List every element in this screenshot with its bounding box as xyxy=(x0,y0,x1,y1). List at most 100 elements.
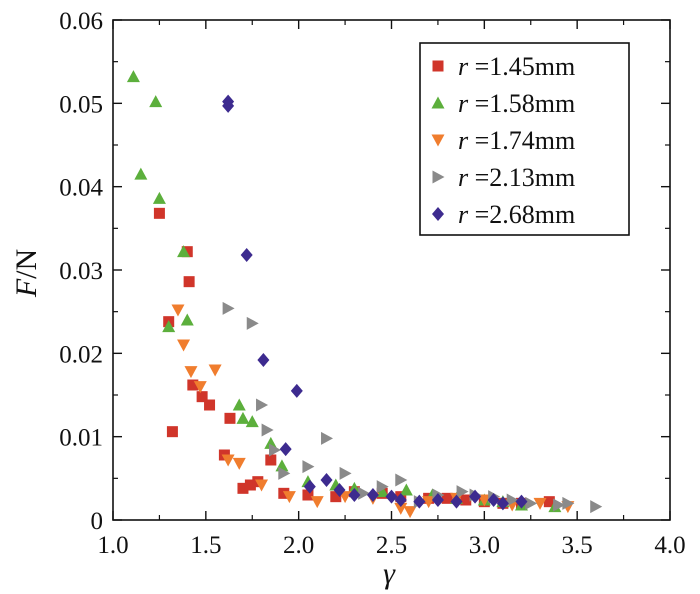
data-point xyxy=(422,496,436,509)
data-point xyxy=(187,379,199,391)
data-point xyxy=(456,485,469,499)
x-tick-label: 4.0 xyxy=(654,532,685,559)
data-point xyxy=(171,304,185,317)
legend-marker xyxy=(432,60,444,72)
data-point xyxy=(506,493,519,507)
data-point xyxy=(126,70,140,83)
data-point xyxy=(245,415,259,428)
x-axis: 1.0 1.5 2.0 2.5 3.0 3.5 4.0 xyxy=(97,20,686,559)
data-point xyxy=(222,98,235,113)
data-point xyxy=(399,483,413,496)
data-point xyxy=(221,454,235,467)
data-point xyxy=(257,353,270,367)
data-point xyxy=(153,207,165,219)
data-point xyxy=(533,497,547,510)
data-point xyxy=(394,502,408,515)
data-point xyxy=(320,473,333,487)
data-point xyxy=(224,412,236,424)
data-point xyxy=(152,191,166,204)
data-point xyxy=(487,493,500,507)
legend-entry: r =1.58mm xyxy=(458,89,575,118)
data-point xyxy=(394,493,407,507)
data-point xyxy=(496,496,509,511)
data-point xyxy=(469,489,482,504)
data-point xyxy=(366,488,379,502)
data-point xyxy=(134,167,148,180)
data-point xyxy=(302,460,315,474)
y-tick-label: 0 xyxy=(91,508,104,535)
y-tick-label: 0.04 xyxy=(59,175,103,202)
data-point xyxy=(278,466,291,480)
data-point xyxy=(208,364,222,377)
y-tick-label: 0.01 xyxy=(59,425,103,452)
legend-marker xyxy=(432,170,445,184)
data-point xyxy=(339,466,352,480)
data-point xyxy=(166,426,178,438)
data-point xyxy=(261,423,274,437)
data-point xyxy=(302,489,314,501)
data-point xyxy=(330,491,342,503)
data-point xyxy=(181,246,193,258)
x-tick-label: 1.0 xyxy=(97,532,128,559)
data-point xyxy=(525,496,538,510)
series-5 xyxy=(222,94,528,511)
data-point xyxy=(395,473,408,487)
y-tick-label: 0.05 xyxy=(59,91,103,118)
data-point xyxy=(183,276,195,288)
data-point xyxy=(184,366,198,379)
series-3 xyxy=(171,304,575,519)
data-point xyxy=(162,320,176,333)
data-point xyxy=(450,494,463,509)
data-point xyxy=(348,488,361,502)
data-point xyxy=(282,491,296,504)
data-point xyxy=(290,383,303,398)
legend-marker xyxy=(432,207,444,221)
data-point xyxy=(255,479,269,492)
y-axis-unit: /N xyxy=(10,249,43,279)
legend-marker xyxy=(431,96,445,109)
series-1 xyxy=(153,207,555,509)
y-axis-variable: F xyxy=(10,278,43,298)
legend-box xyxy=(419,42,630,236)
data-point xyxy=(441,492,453,504)
series-4 xyxy=(222,301,603,514)
data-point xyxy=(321,431,334,445)
data-point xyxy=(278,487,290,499)
data-point xyxy=(196,391,208,403)
legend-entry: r =2.68mm xyxy=(458,200,575,229)
data-point xyxy=(562,496,575,510)
y-tick-label: 0.06 xyxy=(59,8,103,35)
data-point xyxy=(333,483,346,497)
x-tick-label: 1.5 xyxy=(190,532,221,559)
legend-marker xyxy=(431,134,445,147)
data-point xyxy=(279,442,292,457)
x-tick-label: 2.5 xyxy=(376,532,407,559)
data-point xyxy=(149,95,163,108)
data-point xyxy=(413,494,426,509)
x-tick-label: 3.0 xyxy=(469,532,500,559)
data-point xyxy=(236,411,250,424)
data-point xyxy=(385,489,398,504)
data-point xyxy=(256,398,269,412)
x-tick-label: 3.5 xyxy=(562,532,593,559)
data-point xyxy=(177,245,191,258)
data-point xyxy=(590,500,603,514)
data-points xyxy=(126,70,603,519)
data-point xyxy=(269,443,282,457)
data-point xyxy=(240,248,253,262)
y-tick-label: 0.03 xyxy=(59,258,103,285)
y-axis-title: F/N xyxy=(10,249,43,298)
legend-entry: r =1.74mm xyxy=(458,126,575,155)
data-point xyxy=(264,436,278,449)
data-point xyxy=(193,381,207,394)
data-point xyxy=(232,398,246,411)
data-point xyxy=(431,493,444,507)
data-point xyxy=(232,457,246,470)
data-point xyxy=(515,494,528,509)
data-point xyxy=(403,506,417,519)
data-point xyxy=(553,498,566,512)
y-tick-label: 0.02 xyxy=(59,341,103,368)
legend-entry: r =1.45mm xyxy=(458,52,575,81)
data-point xyxy=(180,313,194,326)
